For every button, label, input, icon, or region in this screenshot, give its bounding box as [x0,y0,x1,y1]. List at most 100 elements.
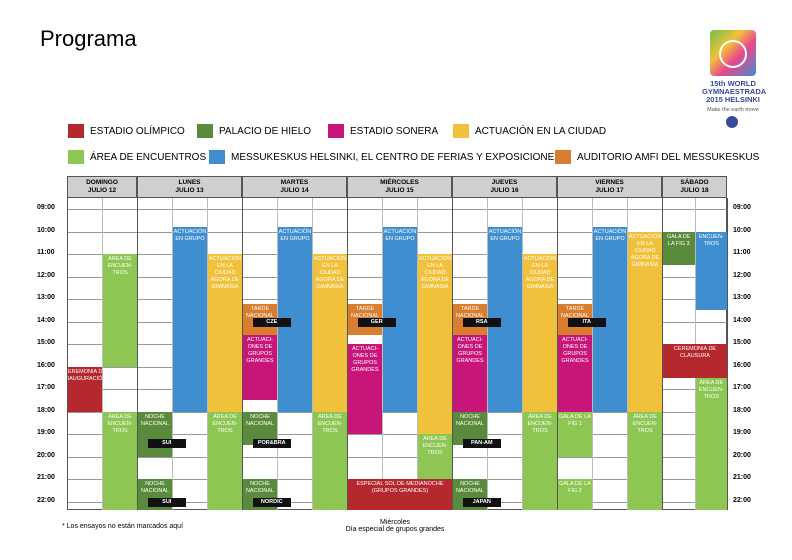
event-label: ÁREA DE ENCUEN-TROS [632,413,658,434]
country-tag: PAN-AM [462,439,501,448]
event-label: ÁREA DE ENCUEN-TROS [422,436,448,456]
event-label: ACTUACI-ONES DE GRUPOS GRANDES [456,337,484,364]
gymnaestrada-logo: 15th WORLD GYMNAESTRADA 2015 HELSINKI Ma… [702,22,767,150]
legend-swatch [555,150,571,164]
event-label: NOCHE NACIONAL [140,413,170,427]
day-line [557,198,558,510]
schedule-event: ACTUACIÓN EN LA CIUDAD ÁGORA DE GIMNASIA [523,254,557,412]
time-label-right: 19:00 [733,429,751,436]
event-label: ACTUACIÓN EN GRUPO [278,229,312,242]
column-line [172,198,173,510]
day-date: JULIO 14 [280,187,309,194]
time-label-right: 10:00 [733,226,751,234]
country-tag: SUI [147,497,186,507]
day-line [662,198,663,510]
day-line [347,198,348,510]
country-tag: POR&BRA [252,439,291,448]
event-label: ACTUACIÓN EN LA CIUDAD ÁGORA DE GIMNASIA [628,233,662,268]
event-label: ACTUACI-ONES DE GRUPOS GRANDES [561,337,589,364]
time-label-right: 15:00 [733,339,751,346]
event-label: CEREMONIA DE CLAUSURA [673,346,717,359]
time-label-right: 14:00 [733,316,751,324]
schedule-event: ÁREA DE ENCUEN-TROS [523,411,557,510]
legend-swatch [453,124,469,138]
time-label-left: 13:00 [37,294,55,301]
schedule-event: ESPECIAL SOL DE MEDIANOCHE (GRUPOS GRAND… [348,479,452,510]
day-date: JULIO 13 [175,187,204,194]
column-line [487,198,488,510]
legend-swatch [68,150,84,164]
legend-item: ACTUACIÓN EN LA CIUDAD [453,124,606,138]
time-label-left: 09:00 [37,204,55,211]
event-label: ÁREA DE ENCUEN-TROS [527,413,553,434]
time-label-left: 11:00 [37,249,55,256]
event-label: TARDE NACIONAL [455,305,485,319]
schedule-event: ACTUACI-ONES DE GRUPOS GRANDES [453,335,487,412]
event-label: ÁREA DE ENCUEN-TROS [698,379,724,400]
legend-item: AUDITORIO AMFI DEL MESSUKESKUS [555,150,759,164]
schedule-event: ÁREA DE ENCUEN-TROS [103,411,137,510]
column-line [312,198,313,510]
country-tag: GER [357,317,396,327]
day-name: VIERNES [595,179,624,186]
event-label: ÁREA DE ENCUEN-TROS [212,413,238,434]
logo-art-icon [710,30,756,76]
event-label: GALA DE LA FIG 3 [666,233,691,247]
day-name: MIÉRCOLES [380,179,419,186]
event-label: ÁREA DE ENCUEN-TROS [107,256,133,276]
page-title: Programa [40,26,137,51]
day-name: LUNES [178,179,201,186]
logo-line3: 2015 HELSINKI [706,95,760,104]
legend-item: ÁREA DE ENCUENTROS [68,150,206,164]
time-label-right: 16:00 [733,361,751,369]
day-name: DOMINGO [86,179,118,186]
column-line [382,198,383,510]
schedule-event: ÁREA DE ENCUEN-TROS [208,411,242,510]
time-label-left: 15:00 [37,339,55,346]
event-label: TARDE NACIONAL [245,305,275,319]
time-label-left: 14:00 [37,316,55,324]
column-line [207,198,208,510]
time-label-left: 18:00 [37,406,55,414]
day-date: JULIO 18 [680,187,709,194]
day-line [452,198,453,510]
schedule-event: ÁREA DE ENCUEN-TROS [695,377,727,510]
event-label: CEREMONIA DE INAUGURACIÓN [68,368,102,382]
schedule-event: NOCHE NACIONAL [138,411,172,457]
time-label-right: 17:00 [733,384,751,391]
time-label-right: 18:00 [733,406,751,414]
time-label-left: 17:00 [37,384,55,391]
time-label-right: 22:00 [733,496,751,504]
legend-item: PALACIO DE HIELO [197,124,311,138]
country-tag: SUI [147,439,186,448]
legend-swatch [328,124,344,138]
column-line [522,198,523,510]
event-label: ACTUACIÓN EN LA CIUDAD ÁGORA DE GIMNASIA [418,256,452,290]
event-label: TARDE NACIONAL [560,305,590,319]
time-label-right: 11:00 [733,249,751,256]
legend-swatch [197,124,213,138]
event-label: ACTUACI-ONES DE GRUPOS GRANDES [351,346,379,373]
country-tag: JAPAN [462,497,501,507]
time-label-left: 20:00 [37,451,55,459]
schedule-event: ACTUACIÓN EN GRUPO [173,227,207,412]
schedule-event: ÁREA DE ENCUEN-TROS [103,254,137,367]
schedule-event: ENCUEN-TROS [695,231,727,311]
hour-line [67,456,727,458]
schedule-event: ACTUACIÓN EN LA CIUDAD ÁGORA DE GIMNASIA [208,254,242,412]
event-label: ACTUACIÓN EN GRUPO [488,229,522,242]
schedule-event: ACTUACIÓN EN LA CIUDAD ÁGORA DE GIMNASIA [313,254,347,412]
footnote-wednesday-line1: Miércoles [380,519,410,526]
schedule-event: GALA DE LA FIG 3 [663,231,695,266]
day-name: JUEVES [491,179,518,186]
day-date: JULIO 15 [385,187,414,194]
time-label-left: 22:00 [37,496,55,504]
time-label-right: 12:00 [733,271,751,279]
logo-line2: GYMNAESTRADA [702,87,767,96]
schedule-event: GALA DE LA FIG 1 [558,411,592,457]
event-label: ACTUACIÓN EN LA CIUDAD ÁGORA DE GIMNASIA [208,256,242,290]
event-label: ACTUACIÓN EN LA CIUDAD ÁGORA DE GIMNASIA [523,256,557,290]
event-label: NOCHE NACIONAL [245,413,275,427]
day-line [727,198,728,510]
schedule-event: ACTUACI-ONES DE GRUPOS GRANDES [348,344,382,434]
